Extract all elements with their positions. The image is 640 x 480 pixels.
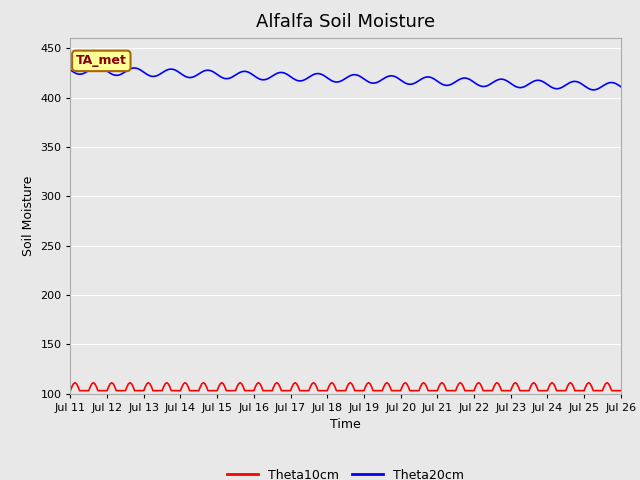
- X-axis label: Time: Time: [330, 418, 361, 431]
- Title: Alfalfa Soil Moisture: Alfalfa Soil Moisture: [256, 13, 435, 31]
- Text: TA_met: TA_met: [76, 54, 127, 67]
- Y-axis label: Soil Moisture: Soil Moisture: [22, 176, 35, 256]
- Legend: Theta10cm, Theta20cm: Theta10cm, Theta20cm: [222, 464, 469, 480]
